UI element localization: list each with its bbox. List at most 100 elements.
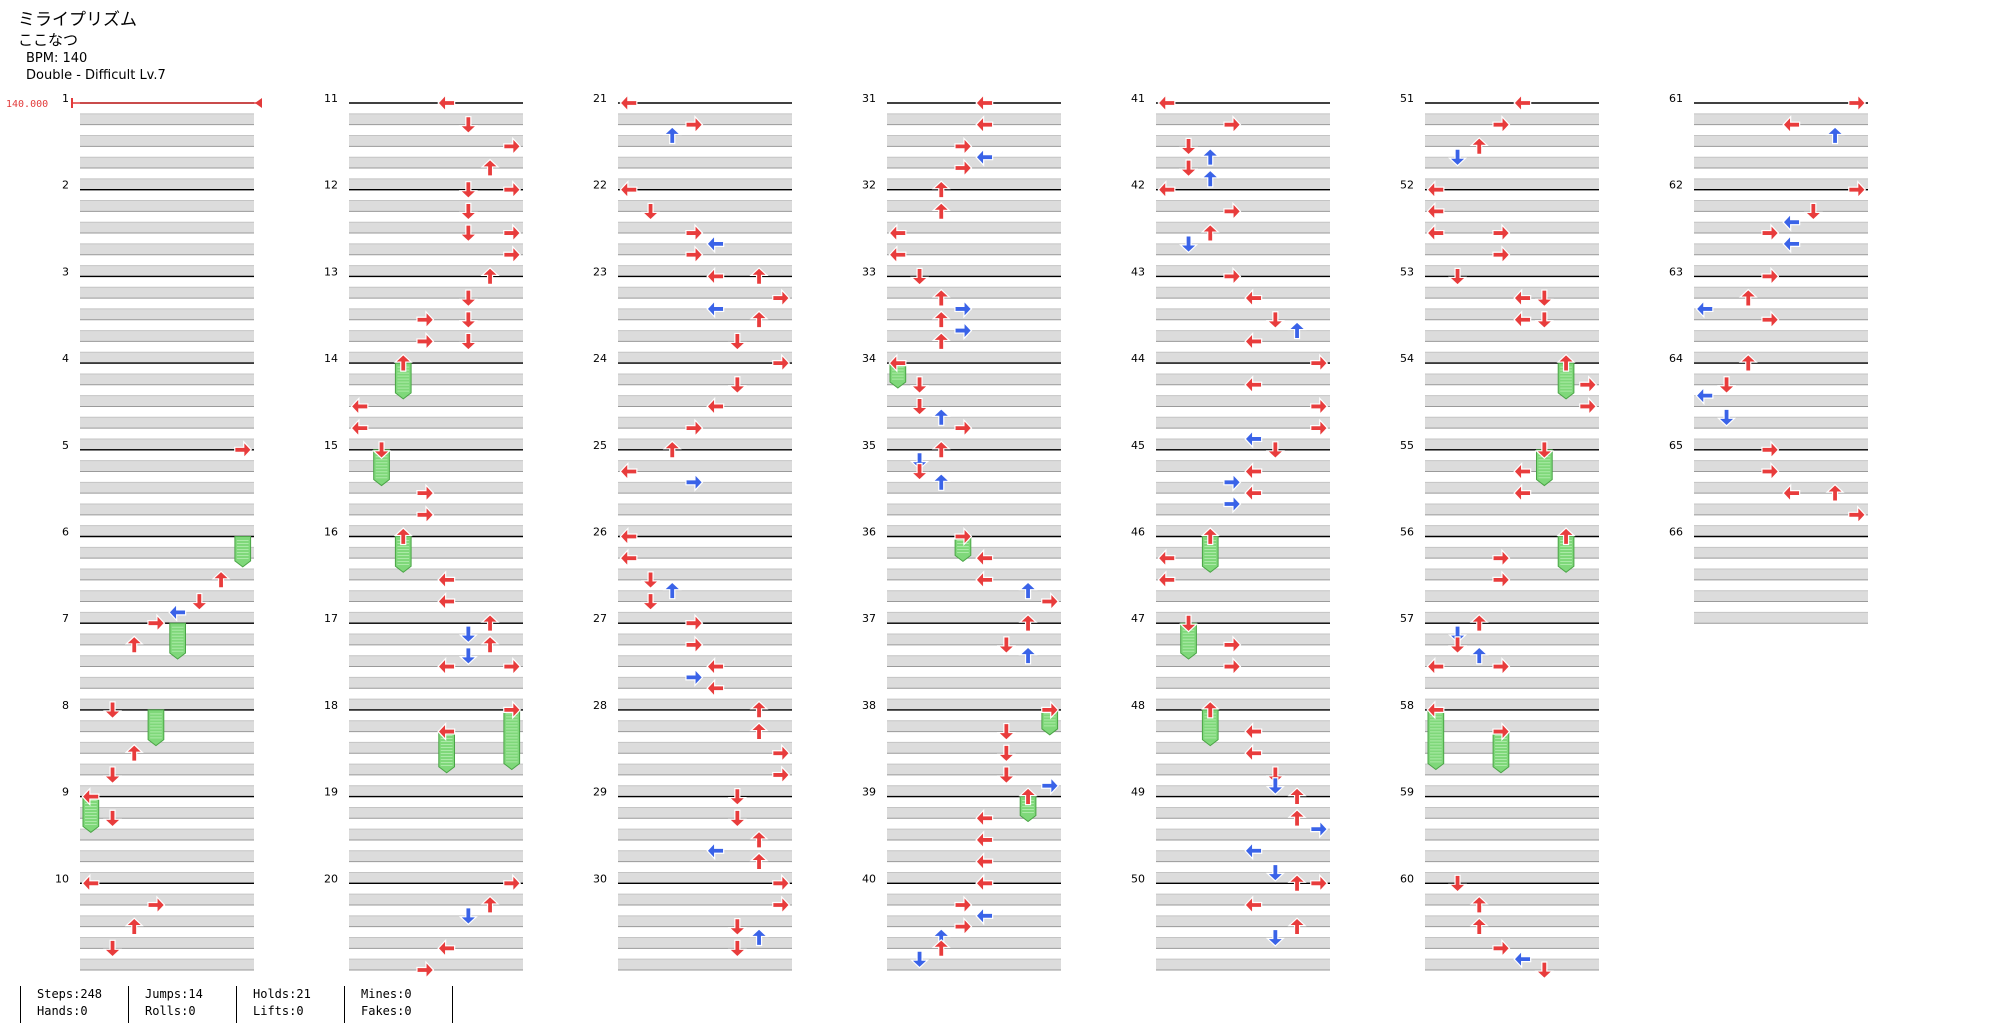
up-arrow-icon	[1287, 917, 1307, 936]
down-arrow-icon	[458, 224, 478, 243]
fakes-count: Fakes:0	[361, 1004, 412, 1018]
beat-band	[349, 178, 523, 190]
beat-band	[1156, 807, 1330, 819]
beat-band	[887, 135, 1061, 147]
left-arrow-icon	[975, 830, 994, 850]
measure-number: 4	[62, 352, 69, 365]
measure-number: 52	[1400, 179, 1414, 192]
down-arrow-icon	[641, 592, 661, 611]
beat-band	[349, 569, 523, 580]
beat-band	[887, 373, 1061, 385]
beat-band	[1425, 222, 1599, 234]
right-arrow-icon	[416, 483, 435, 503]
up-arrow-icon	[931, 440, 951, 459]
beat-band	[1156, 829, 1330, 840]
beat-band	[1156, 178, 1330, 190]
hold-note	[234, 536, 252, 568]
right-arrow-icon	[685, 613, 704, 633]
left-arrow-icon	[1244, 288, 1263, 308]
left-arrow-icon	[1244, 331, 1263, 351]
beat-band	[887, 157, 1061, 169]
stats-group-jumps: Jumps:14 Rolls:0	[128, 986, 255, 1023]
up-arrow-icon	[1556, 527, 1576, 546]
measure-number: 39	[862, 786, 876, 799]
beat-band	[349, 395, 523, 407]
beat-band	[887, 699, 1061, 710]
beat-band	[1694, 525, 1868, 537]
beat-band	[1694, 222, 1868, 234]
left-arrow-icon	[706, 396, 725, 416]
beat-band	[1156, 872, 1330, 884]
beat-band	[349, 850, 523, 862]
beat-band	[1156, 547, 1330, 559]
beat-band	[618, 807, 792, 819]
down-arrow-icon	[103, 766, 123, 785]
beat-band	[1425, 872, 1599, 884]
beat-band	[349, 135, 523, 147]
left-arrow-icon	[81, 873, 100, 893]
beat-band	[1156, 460, 1330, 472]
right-arrow-icon	[954, 917, 973, 937]
beat-band	[80, 677, 254, 689]
up-arrow-icon	[124, 917, 144, 936]
beat-band	[887, 113, 1061, 125]
beat-band	[887, 655, 1061, 667]
left-arrow-icon	[1513, 288, 1532, 308]
beat-band	[618, 460, 792, 472]
left-arrow-icon	[1244, 895, 1263, 915]
left-arrow-icon	[1782, 115, 1801, 135]
beat-band	[80, 850, 254, 862]
beat-band	[1694, 178, 1868, 190]
beat-band	[887, 720, 1061, 732]
measure-number: 9	[62, 786, 69, 799]
beat-band	[349, 547, 523, 559]
measure-number: 1	[62, 92, 69, 105]
beat-band	[1425, 460, 1599, 472]
beat-band	[1156, 482, 1330, 494]
up-arrow-icon	[931, 288, 951, 307]
left-arrow-icon	[1695, 299, 1714, 319]
bpm-label: BPM: 140	[26, 51, 88, 66]
measure-number: 66	[1669, 526, 1683, 539]
hold-note	[1019, 796, 1037, 823]
up-arrow-icon	[749, 310, 769, 329]
beat-band	[1156, 590, 1330, 602]
beat-band	[349, 699, 523, 710]
down-arrow-icon	[189, 592, 209, 611]
right-arrow-icon	[1310, 353, 1329, 373]
beat-band	[1425, 243, 1599, 255]
beat-band	[349, 308, 523, 320]
right-arrow-icon	[416, 960, 435, 980]
beat-band	[887, 764, 1061, 775]
beat-band	[1156, 373, 1330, 385]
beat-band	[80, 829, 254, 840]
beat-band	[1425, 395, 1599, 407]
right-arrow-icon	[685, 667, 704, 687]
beat-band	[887, 178, 1061, 190]
up-arrow-icon	[393, 353, 413, 372]
down-arrow-icon	[1534, 311, 1554, 330]
measure-number: 14	[324, 352, 338, 365]
beat-band	[1694, 612, 1868, 624]
measure-number: 56	[1400, 526, 1414, 539]
right-arrow-icon	[685, 418, 704, 438]
hold-note	[1201, 709, 1219, 747]
measure-number: 32	[862, 179, 876, 192]
measure-number: 26	[593, 526, 607, 539]
song-artist: ここなつ	[18, 31, 79, 49]
beat-band	[618, 287, 792, 299]
right-arrow-icon	[685, 223, 704, 243]
beat-band	[887, 503, 1061, 515]
right-arrow-icon	[954, 136, 973, 156]
right-arrow-icon	[1579, 375, 1598, 395]
left-arrow-icon	[1513, 483, 1532, 503]
left-arrow-icon	[1426, 201, 1445, 221]
left-arrow-icon	[437, 938, 456, 958]
step-chart: 1234567891011121314151617181920212223242…	[55, 92, 1868, 980]
beat-band	[887, 438, 1061, 450]
left-arrow-icon	[888, 223, 907, 243]
beat-band	[618, 959, 792, 970]
up-arrow-icon	[1738, 288, 1758, 307]
beat-band	[1694, 243, 1868, 255]
left-arrow-icon	[975, 852, 994, 872]
